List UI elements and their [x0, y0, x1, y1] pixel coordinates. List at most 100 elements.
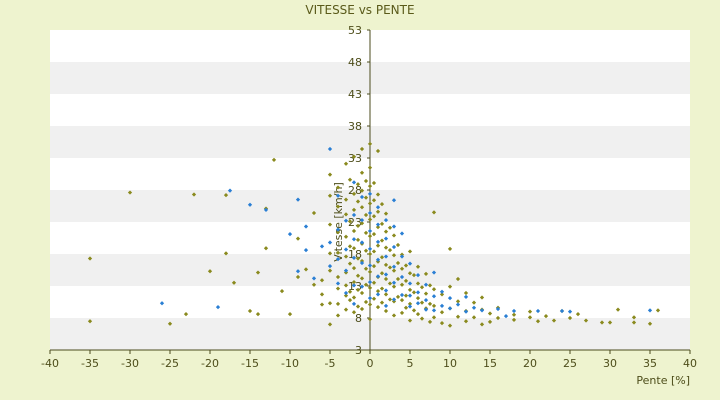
data-point — [375, 274, 381, 279]
data-point — [383, 292, 389, 297]
data-point — [439, 289, 445, 294]
data-point — [335, 227, 341, 232]
data-point — [303, 267, 309, 272]
data-point — [367, 165, 373, 170]
data-point — [391, 280, 397, 285]
data-point — [223, 251, 229, 256]
data-point — [355, 199, 361, 204]
data-point — [367, 233, 373, 239]
y-tick-label: 8 — [355, 312, 362, 325]
data-point — [383, 288, 389, 293]
data-point — [383, 217, 389, 223]
data-point — [343, 218, 349, 223]
data-point — [495, 315, 501, 321]
data-point — [367, 280, 373, 285]
data-point — [535, 319, 541, 324]
data-point — [383, 272, 389, 277]
data-point — [159, 301, 165, 306]
data-point — [391, 284, 397, 289]
y-tick-label: 43 — [348, 88, 362, 101]
x-tick-label: 35 — [643, 357, 657, 370]
data-point — [355, 304, 361, 309]
data-point — [311, 210, 317, 216]
data-point — [127, 190, 133, 195]
data-point — [375, 205, 381, 210]
data-point — [343, 161, 349, 166]
data-point — [383, 262, 389, 268]
data-point — [379, 201, 385, 207]
data-point — [363, 212, 369, 218]
data-point — [363, 299, 369, 305]
data-point — [231, 280, 237, 285]
data-point — [367, 184, 373, 189]
x-tick-label: 5 — [407, 357, 414, 370]
data-point — [183, 312, 189, 317]
data-point — [207, 269, 213, 274]
data-point — [455, 299, 461, 304]
data-point — [319, 278, 325, 283]
data-point — [403, 278, 409, 284]
data-point — [363, 266, 369, 271]
x-axis-label: Pente [%] — [636, 374, 690, 387]
x-tick-label: 40 — [683, 357, 697, 370]
data-point — [423, 307, 429, 312]
data-point — [371, 198, 377, 203]
data-point — [527, 315, 533, 320]
data-point — [479, 295, 485, 300]
data-point — [247, 202, 253, 207]
y-tick-label: 48 — [348, 56, 362, 69]
data-point — [375, 239, 381, 244]
data-point — [423, 282, 429, 287]
data-point — [327, 322, 333, 327]
data-point — [351, 295, 357, 300]
data-point — [439, 310, 445, 315]
data-point — [379, 221, 385, 227]
data-point — [403, 293, 409, 298]
data-point — [367, 317, 373, 322]
data-point — [427, 283, 433, 288]
data-point — [379, 286, 385, 291]
data-point — [343, 254, 349, 259]
data-point — [295, 236, 301, 241]
data-point — [419, 285, 425, 290]
data-point — [343, 212, 349, 217]
data-point — [607, 320, 613, 325]
data-point — [367, 217, 373, 222]
data-point — [375, 209, 381, 214]
x-tick-label: 20 — [523, 357, 537, 370]
data-point — [347, 244, 353, 249]
data-point — [391, 253, 397, 258]
data-point — [327, 193, 333, 198]
data-point — [455, 276, 461, 282]
data-point — [423, 271, 429, 276]
data-point — [227, 188, 233, 193]
data-point — [343, 234, 349, 239]
data-point — [263, 207, 269, 212]
data-point — [351, 283, 357, 288]
data-point — [367, 210, 373, 216]
data-point — [255, 270, 261, 275]
data-point — [371, 214, 377, 219]
data-point — [395, 260, 401, 266]
data-point — [383, 254, 389, 259]
data-point — [399, 292, 405, 298]
data-point — [335, 313, 341, 318]
data-point — [367, 246, 373, 252]
data-point — [327, 240, 333, 245]
data-point — [367, 191, 373, 196]
data-point — [463, 294, 469, 300]
data-point — [399, 274, 405, 280]
data-point — [431, 303, 437, 308]
data-point — [599, 320, 605, 325]
y-tick-label: 18 — [348, 248, 362, 261]
data-point — [359, 260, 365, 266]
data-point — [351, 280, 357, 285]
data-point — [431, 270, 437, 275]
data-point — [371, 180, 377, 186]
data-point — [463, 290, 469, 296]
y-axis-label: Vitesse [km/h] — [332, 182, 345, 262]
data-point — [415, 272, 421, 278]
data-point — [359, 194, 365, 200]
data-point — [395, 276, 401, 282]
data-point — [535, 308, 541, 314]
